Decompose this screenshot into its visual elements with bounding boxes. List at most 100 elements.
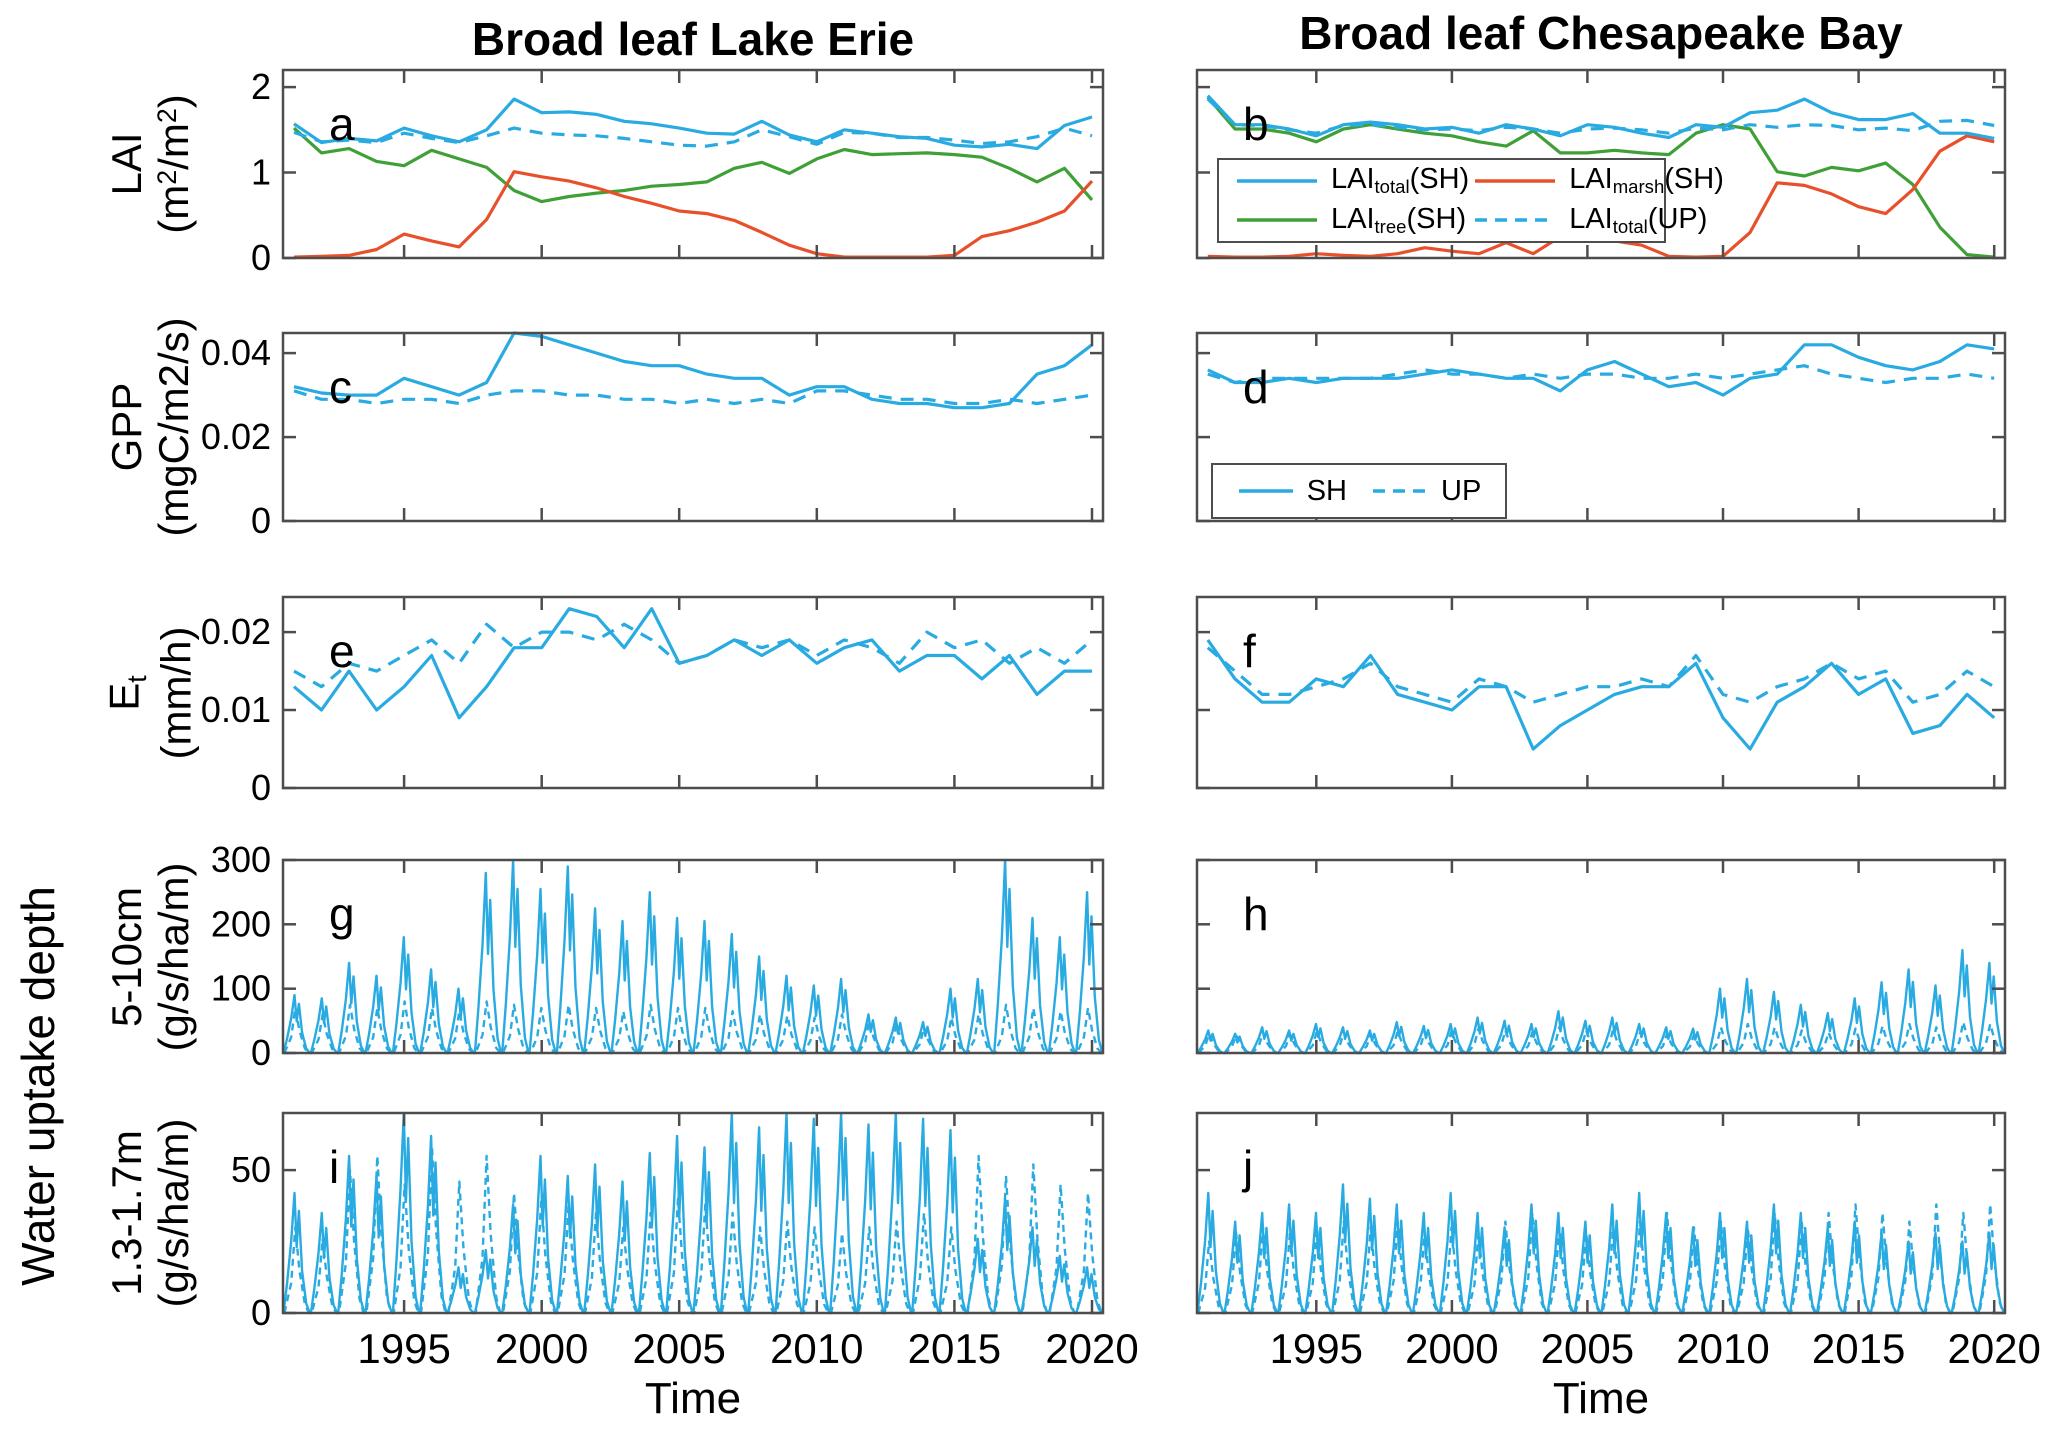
series-j-SH [1196,1183,2006,1315]
series-a-LAI_tree(SH) [292,126,1094,204]
panel-d: d [1195,331,2007,523]
x-tick-label: 2010 [770,1325,863,1372]
legend-line-sample [1237,218,1317,222]
column-title-left: Broad leaf Lake Erie [471,13,915,65]
y-tick-label: 100 [211,968,271,1009]
y-tick-label: 0 [251,1032,271,1073]
panel-e: 0 0.01 0.02 e [201,595,1105,808]
row-4-y-axis-label: 5-10cm (g/s/ha/m) [103,862,197,1051]
panel-c: 0 0.02 0.04 c [201,331,1105,541]
legend-item-LAI-tree-SH: LAItree(SH) [1235,203,1469,238]
legend-item-label: LAItotal(UP) [1569,202,1708,237]
y-tick-label: 0 [251,237,271,278]
x-tick-label: 2020 [1947,1325,2040,1372]
x-tick-label: 2005 [1541,1325,1634,1372]
series-b-LAI_tree(SH) [1206,96,1995,259]
legend-item-label: SH [1306,474,1347,507]
legend-item-label: LAItotal(SH) [1331,163,1470,198]
axes-box-f [1195,595,2007,790]
axes-box-i [281,1111,1105,1315]
series-d-UP [1207,364,1995,385]
x-tick-label: 1995 [357,1325,450,1372]
series-c-SH [293,331,1093,410]
y-tick-label: 2 [251,66,271,107]
series-c-UP [293,389,1093,406]
axes-box-e [281,595,1105,790]
y-tick-label: 200 [211,903,271,944]
panel-letter-b: b [1243,98,1269,150]
legend-item-label: LAImarsh(SH) [1569,163,1724,198]
series-d-SH [1207,343,1995,397]
y-tick-label: 0.02 [201,611,271,652]
legend-item-label: LAItree(SH) [1331,202,1467,237]
y-tick-label: 0 [251,500,271,541]
panel-letter-g: g [329,888,355,940]
x-tick-label: 2020 [1045,1325,1138,1372]
row-3-unit: (mm/h) [152,626,200,759]
panel-letter-c: c [329,361,352,413]
legend-item-LAI-total-SH: LAItotal(SH) [1235,163,1469,198]
panel-letter-j: j [1241,1141,1253,1193]
row-2-quantity: GPP [102,382,150,472]
row-1-y-axis-label: LAI (m2/m2) [103,94,197,234]
x-tick-label: 2005 [632,1325,725,1372]
y-tick-label: 0 [251,1292,271,1333]
series-a-LAI_total(SH) [293,97,1093,151]
row-1-quantity: LAI [102,132,150,196]
series-h-UP [1197,1020,2005,1055]
row-5-unit: (g/s/ha/m) [150,1118,197,1308]
x-tick-label: 2000 [495,1325,588,1372]
y-tick-label: 0.01 [201,689,271,730]
y-tick-label: 0.02 [201,416,271,457]
panel-f: f [1195,595,2007,790]
legend-item-LAI-marsh-SH: LAImarsh(SH) [1473,163,1724,198]
axes-box-j [1195,1111,2007,1315]
x-tick-label: 2015 [1812,1325,1905,1372]
legend-sh-up: SH UP [1211,463,1507,519]
panel-letter-h: h [1243,888,1269,940]
row-2-unit: (mgC/m2/s) [150,317,197,537]
legend-line-sample [1237,179,1317,183]
panel-letter-f: f [1243,625,1256,677]
series-a-LAI_total(UP) [293,126,1093,148]
axes-box-c [281,331,1105,523]
legend-line-sample [1373,489,1427,493]
series-e-SH [292,607,1092,720]
panel-letter-e: e [329,625,355,677]
row-1-unit: (m2/m2) [150,94,197,234]
panel-j: 1995 2000 2005 2010 2015 2020 j [1195,1111,2041,1372]
legend-line-sample [1475,179,1556,183]
axes-box-b [1195,68,2007,260]
series-a-LAI_marsh(SH) [293,170,1094,259]
x-tick-label: 2015 [908,1325,1001,1372]
row-3-quantity: Et [100,674,153,711]
column-title-right: Broad leaf Chesapeake Bay [1299,7,1903,59]
y-tick-label: 1 [251,152,271,193]
series-b-LAI_total(SH) [1206,94,1995,140]
row-5-y-axis-label: 1.3-1.7m (g/s/ha/m) [103,1118,197,1307]
x-tick-label: 2010 [1676,1325,1769,1372]
y-tick-label: 0 [251,767,271,808]
legend-item-SH: SH [1237,475,1347,508]
panel-i: 1995 2000 2005 2010 2015 2020 0 50 i [231,1111,1139,1372]
series-f-UP [1206,646,1995,704]
legend-line-sample [1238,489,1293,493]
row-4-unit: (g/s/ha/m) [150,861,197,1052]
axes-box-a [281,68,1105,260]
x-axis-label-right: Time [1552,1374,1650,1423]
axes-box-d [1195,331,2007,523]
legend-item-LAI-total-UP: LAItotal(UP) [1473,203,1724,238]
axes-box-h [1195,858,2007,1055]
y-tick-label: 300 [211,839,271,880]
x-tick-label: 1995 [1270,1325,1363,1372]
panel-letter-d: d [1243,361,1269,413]
series-b-LAI_total(UP) [1206,97,1995,135]
panel-a: 0 1 2 a [251,66,1105,278]
x-tick-label: 2000 [1405,1325,1498,1372]
series-e-UP [293,622,1094,689]
axes-box-g [281,858,1105,1055]
row-2-y-axis-label: GPP (mgC/m2/s) [103,317,197,536]
row-4-quantity: 5-10cm [102,886,150,1027]
